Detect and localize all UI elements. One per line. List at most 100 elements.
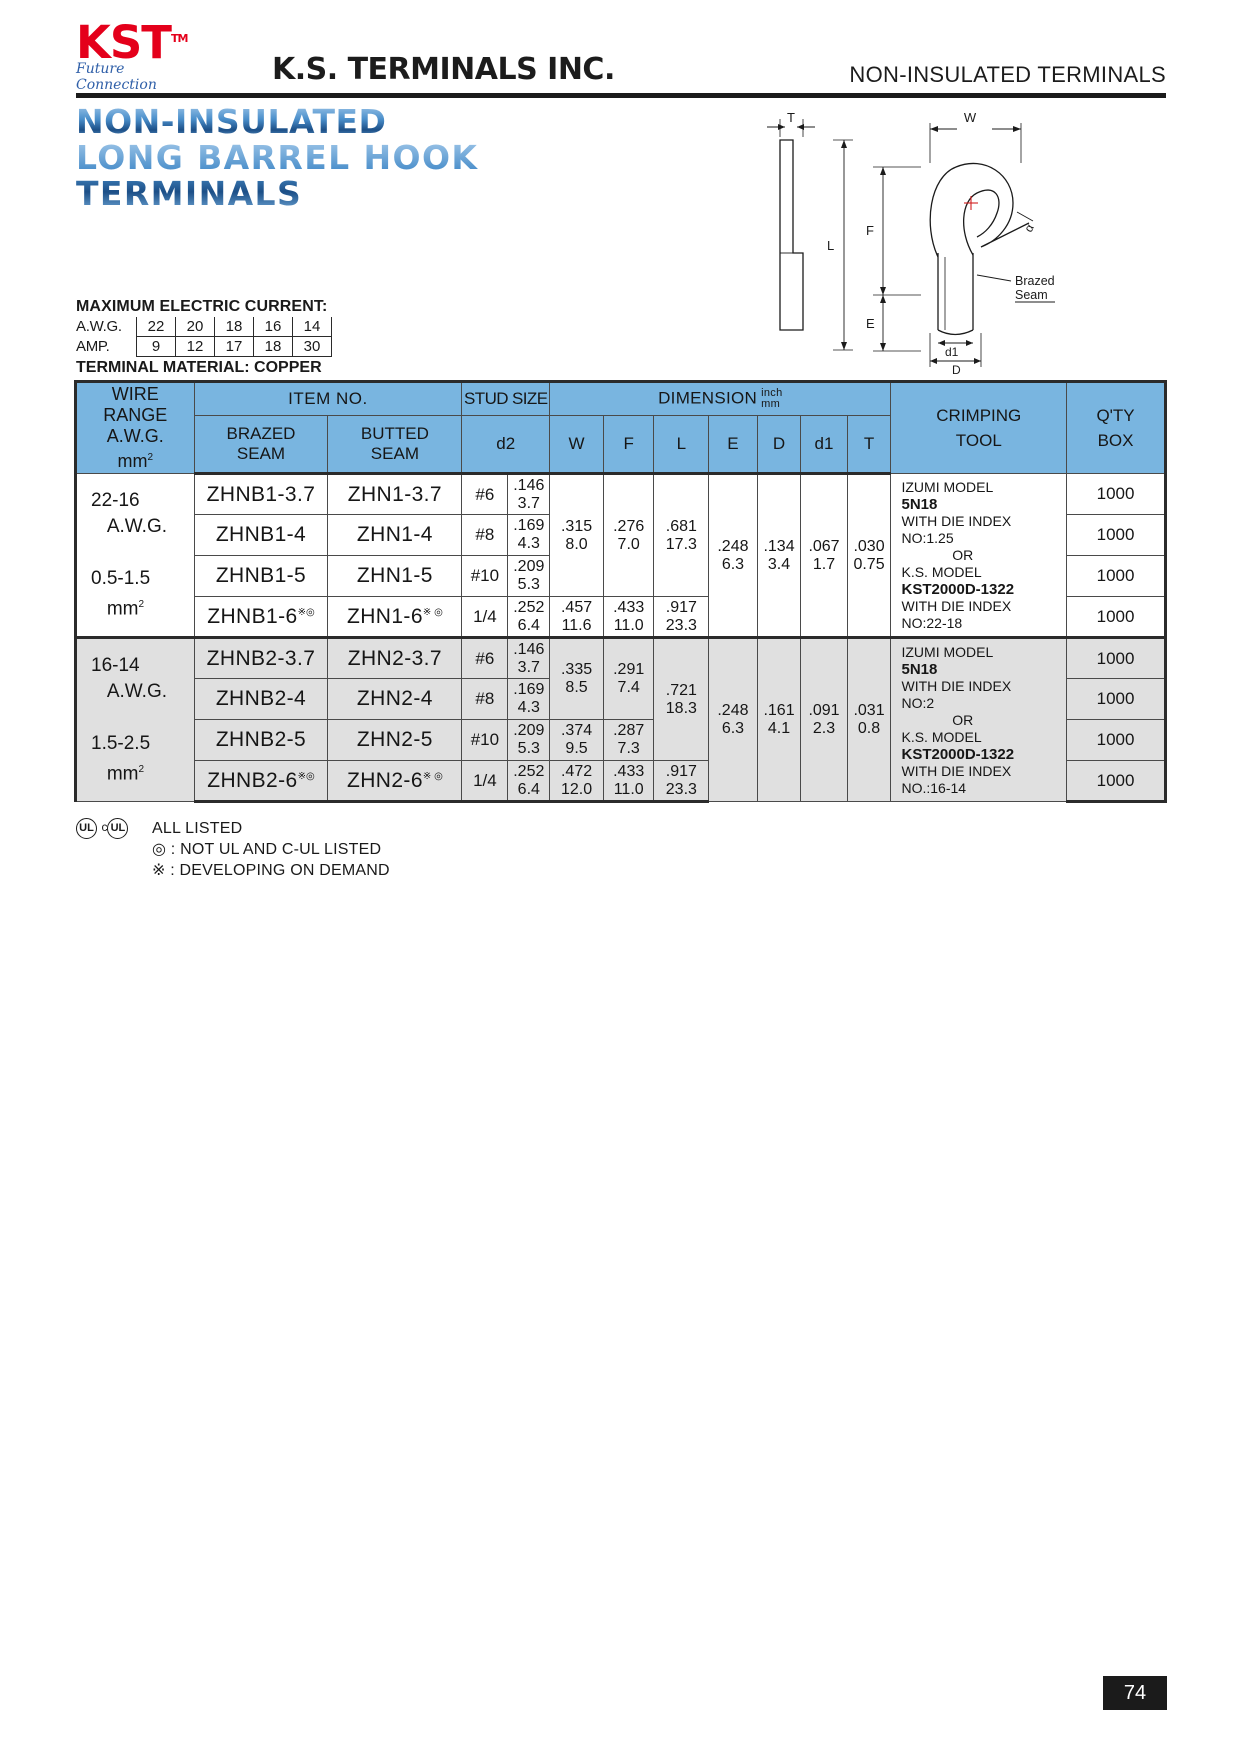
logo-tagline: Future Connection [76, 61, 157, 93]
L-cell: .721 18.3 [653, 636, 710, 761]
logo-wordmark: KSTTM [76, 16, 206, 65]
d1-mm: 1.7 [812, 555, 836, 573]
header-brazed-seam: BRAZED SEAM [193, 415, 329, 475]
tool-l1: IZUMI MODEL [901, 643, 994, 660]
header-wire-range-l2: RANGE [103, 405, 168, 425]
tool-l3: WITH DIE INDEX [901, 512, 1012, 529]
d1-inch: .067 [808, 537, 840, 555]
wire-range-l4: mm [106, 763, 139, 785]
table-row: AMP. 9 12 17 18 30 [76, 336, 332, 357]
footnote-list: ALL LISTED ◎ : NOT UL AND C-UL LISTED ※ … [152, 818, 390, 881]
wire-range-l4: mm [106, 598, 139, 620]
company-name: K.S. TERMINALS INC. [272, 52, 615, 87]
table-row: A.W.G. 22 20 18 16 14 [76, 317, 332, 337]
qty-cell: 1000 [1066, 596, 1167, 638]
stud-size-cell: #8 [461, 514, 509, 556]
d2-inch: .209 [513, 722, 545, 739]
qty-cell: 1000 [1066, 555, 1167, 597]
header-crimping-tool: CRIMPING TOOL [890, 380, 1068, 474]
F-inch: .291 [613, 661, 645, 678]
L-inch: .681 [665, 517, 697, 535]
category-label: NON-INSULATED TERMINALS [849, 62, 1166, 87]
E-inch: .248 [717, 537, 749, 555]
qty-cell: 1000 [1066, 760, 1167, 803]
table-row: ZHNB1-4 ZHN1-4 #8 .169 4.3 1000 [76, 514, 1167, 556]
d2-inch: .146 [513, 476, 545, 494]
qty-cell: 1000 [1066, 678, 1167, 720]
table-row: ZHNB1-6※◎ ZHN1-6※ ◎ 1/4 .252 6.4 .457 11.6… [76, 596, 1167, 638]
cul-prefix: c [101, 820, 108, 834]
table-header-row: WIRE RANGE A.W.G. mm2 ITEM NO. STUD SIZE… [74, 379, 1167, 474]
specification-table: WIRE RANGE A.W.G. mm2 ITEM NO. STUD SIZE… [74, 379, 1167, 803]
d2-cell: .146 3.7 [507, 473, 551, 515]
table-row: ZHNB2-4 ZHN2-4 #8 .169 4.3 1000 [76, 678, 1167, 720]
drawing-label-E: E [866, 316, 875, 331]
table-row: 16-14 A.W.G. 1.5-2.5 mm2 ZHNB2-3.7 ZHN2-… [74, 636, 1167, 802]
table-row: 22-16 A.W.G. 0.5-1.5 mm2 ZHNB1-3.7 ZHN1-… [74, 473, 1167, 638]
wire-range-cell: 22-16 A.W.G. 0.5-1.5 mm2 [74, 473, 195, 638]
header-W: W [549, 415, 604, 475]
item-butted: ZHN2-3.7 [327, 636, 463, 679]
d2-mm: 4.3 [517, 699, 540, 716]
tool-l2: 5N18 [901, 660, 938, 678]
item-butted: ZHN1-3.7 [327, 473, 463, 515]
d1-cell: .067 1.7 [800, 473, 848, 638]
qty-cell: 1000 [1066, 719, 1167, 761]
F-mm: 7.4 [617, 679, 640, 696]
header-wire-range-l3: A.W.G. [106, 426, 164, 446]
item-brazed: ZHNB2-4 [193, 678, 329, 720]
d2-mm: 4.3 [517, 535, 540, 552]
E-inch: .248 [717, 702, 749, 719]
d1-inch: .091 [808, 702, 840, 719]
header-L: L [653, 415, 710, 475]
d2-inch: .146 [513, 640, 545, 658]
amp-value: 30 [292, 336, 332, 357]
stud-size-cell: 1/4 [461, 760, 509, 803]
W-inch: .374 [560, 722, 593, 739]
wire-range-l2: A.W.G. [106, 515, 168, 537]
d2-inch: .169 [513, 517, 545, 534]
header-dimension: DIMENSION inch mm [549, 379, 892, 417]
page-number: 74 [1103, 1676, 1167, 1710]
L-cell: .917 23.3 [653, 596, 710, 638]
D-mm: 3.4 [767, 555, 791, 573]
W-mm: 8.0 [565, 535, 588, 553]
footnote-line-2: ◎ : NOT UL AND C-UL LISTED [152, 841, 382, 858]
tool-l6: K.S. MODEL [901, 728, 982, 745]
item-brazed-label: ZHNB2-6 [207, 768, 298, 792]
ul-icon: UL [76, 818, 97, 839]
d2-cell: .169 4.3 [507, 514, 551, 556]
wire-range-l2: A.W.G. [106, 680, 168, 702]
L-mm: 18.3 [665, 699, 697, 717]
d2-inch: .169 [513, 681, 545, 698]
page-title: NON-INSULATED LONG BARREL HOOK TERMINALS [76, 104, 716, 212]
terminal-drawing: T W L F E d1 D α Brazed Seam [745, 105, 1075, 377]
T-cell: .031 0.8 [846, 636, 892, 802]
F-mm: 7.0 [617, 535, 640, 553]
L-mm: 23.3 [665, 616, 697, 634]
W-inch: .315 [560, 517, 593, 535]
stud-size-cell: #10 [461, 555, 509, 597]
W-cell: .335 8.5 [549, 636, 604, 720]
crimping-tool-cell: IZUMI MODEL 5N18 WITH DIE INDEX NO:2 OR … [890, 636, 1068, 802]
awg-value: 20 [175, 317, 215, 337]
F-cell: .276 7.0 [602, 473, 655, 597]
drawing-label-F: F [866, 223, 874, 238]
tool-l2: 5N18 [901, 495, 938, 513]
wire-range-sup: 2 [138, 598, 145, 610]
d2-inch: .209 [513, 558, 545, 575]
tool-l5: OR [952, 711, 974, 728]
awg-value: 22 [136, 317, 176, 337]
header-butted-l2: SEAM [370, 444, 419, 464]
table-row: ZHNB2-5 ZHN2-5 #10 .209 5.3 .374 9.5 .287 7… [76, 719, 1167, 761]
header-butted-l1: BUTTED [360, 424, 429, 444]
stud-size-cell: 1/4 [461, 596, 509, 638]
crimping-tool-cell: IZUMI MODEL 5N18 WITH DIE INDEX NO:1.25 … [890, 473, 1068, 638]
wire-range-sup: 2 [138, 763, 145, 775]
header-wire-range: WIRE RANGE A.W.G. mm2 [74, 380, 195, 474]
header-qty-box: Q'TY BOX [1066, 380, 1167, 474]
item-brazed-marks: ※◎ [297, 606, 315, 618]
item-brazed: ZHNB1-5 [193, 555, 329, 597]
page-header: KSTTM Future Connection K.S. TERMINALS I… [76, 14, 1166, 93]
drawing-label-d1: d1 [945, 345, 959, 359]
